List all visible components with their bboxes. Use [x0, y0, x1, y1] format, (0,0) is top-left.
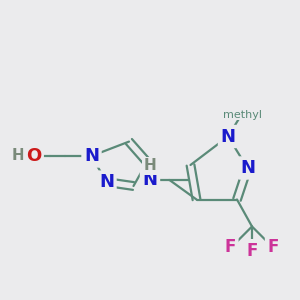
- Text: O: O: [26, 147, 41, 165]
- Text: F: F: [225, 238, 236, 256]
- Text: N: N: [84, 147, 99, 165]
- Text: methyl: methyl: [223, 110, 262, 120]
- Text: H: H: [144, 158, 156, 173]
- Text: N: N: [240, 159, 255, 177]
- Text: N: N: [142, 171, 158, 189]
- Text: H: H: [12, 148, 24, 164]
- Text: F: F: [246, 242, 258, 260]
- Text: N: N: [220, 128, 236, 146]
- Text: N: N: [99, 173, 114, 191]
- Text: F: F: [267, 238, 279, 256]
